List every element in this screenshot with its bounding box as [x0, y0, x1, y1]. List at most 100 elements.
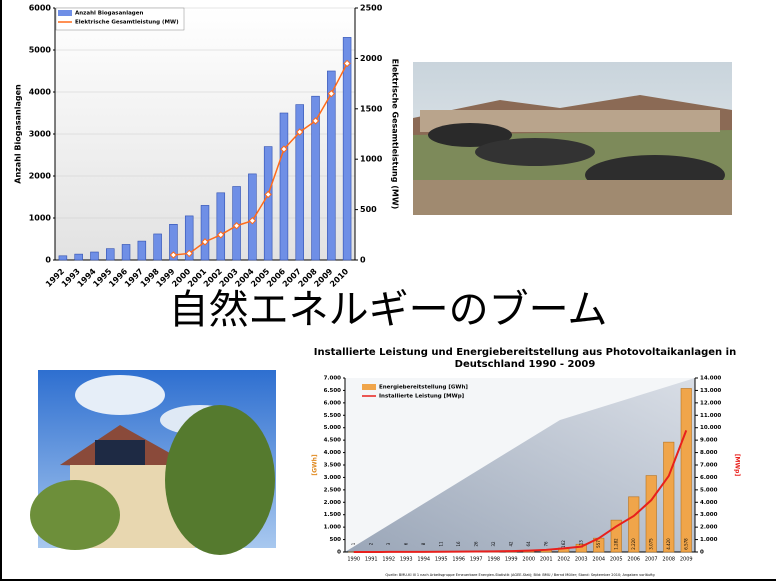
panel-image [345, 378, 695, 552]
y2-tick-label: 0 [360, 256, 366, 265]
y2-tick-label: 10.000 [700, 425, 721, 431]
x-tick-label: 2004 [592, 557, 605, 563]
y2-tick-label: 14.000 [700, 376, 721, 382]
legend-swatch [58, 10, 72, 16]
y2-tick-label: 7.000 [700, 463, 718, 469]
line-marker [296, 128, 304, 136]
x-tick-label: 2005 [610, 557, 623, 563]
bar [645, 475, 657, 553]
x-tick-label: 1999 [505, 557, 518, 563]
x-tick-label: 1996 [452, 557, 465, 563]
line-marker [311, 117, 320, 125]
y-tick-label: 2000 [29, 172, 52, 181]
bar [216, 192, 226, 261]
bar-value-label: 11 [438, 541, 443, 547]
x-tick-label: 1998 [487, 557, 500, 563]
line-marker [343, 59, 351, 68]
bar [628, 496, 640, 553]
bar [200, 205, 210, 261]
y2-tick-label: 500 [360, 205, 377, 214]
bar-value-label: 3.075 [648, 538, 653, 550]
y2-tick-label: 1.000 [700, 537, 718, 543]
x-tick-label: 2008 [662, 557, 675, 563]
line-marker [280, 145, 288, 153]
y-tick-label: 4.000 [324, 450, 342, 456]
y-tick-label: 0 [45, 256, 51, 265]
x-tick-label: 2009 [680, 557, 693, 563]
bar-value-label: 6 [403, 542, 408, 545]
bar-value-label: 557 [596, 540, 601, 548]
legend-label: Anzahl Biogasanlagen [75, 11, 143, 17]
line-marker [185, 249, 193, 258]
bar [610, 519, 622, 553]
y-tick-label: 6.500 [324, 388, 342, 394]
bar [295, 104, 304, 261]
y-tick-label: 3.000 [324, 475, 342, 481]
legend-label: Elektrische Gesamtleistung (MW) [75, 20, 179, 26]
bar [137, 240, 147, 261]
y2-tick-label: 2.000 [700, 525, 718, 531]
bar [90, 251, 99, 261]
chart-title-line: Installierte Leistung und Energiebereits… [314, 347, 736, 358]
x-tick-label: 2002 [557, 557, 570, 563]
legend-label: Installierte Leistung [MWp] [379, 394, 465, 400]
bar [184, 215, 194, 261]
y-tick-label: 5.500 [324, 413, 342, 419]
y-tick-label: 1.000 [324, 525, 342, 531]
x-tick-label: 1997 [470, 557, 483, 563]
slide-title: 自然エネルギーのブーム [169, 287, 608, 333]
bar [263, 146, 273, 261]
bar-value-label: 313 [578, 540, 583, 548]
x-tick-label: 2000 [522, 557, 535, 563]
bar [169, 224, 178, 261]
line-marker [232, 222, 241, 230]
y-tick-label: 0 [337, 550, 341, 556]
y-axis-title: Anzahl Biogasanlagen [14, 84, 23, 184]
x-tick-label: 1990 [347, 557, 360, 563]
house-photo [30, 370, 276, 555]
y2-tick-label: 3.000 [700, 512, 718, 518]
y-tick-label: 4000 [29, 88, 52, 97]
line-marker [248, 216, 257, 225]
bar [327, 70, 336, 261]
line [353, 430, 688, 553]
x-tick-label: 1995 [435, 557, 448, 563]
bar [121, 244, 131, 261]
bar [153, 233, 162, 261]
x-tick-label: 1993 [400, 557, 413, 563]
y2-tick-label: 1500 [360, 104, 383, 113]
line-marker [264, 190, 272, 199]
bar [342, 37, 352, 261]
source-note: Quelle: BMU-KI III 1 nach Arbeitsgruppe … [385, 573, 654, 577]
y-tick-label: 2.500 [324, 487, 342, 493]
x-tick-label: 1991 [365, 557, 378, 563]
y-tick-label: 3000 [29, 130, 52, 139]
y2-tick-label: 8.000 [700, 450, 718, 456]
bar-value-label: 76 [543, 541, 548, 547]
chart-title-line: Deutschland 1990 - 2009 [455, 359, 596, 370]
bar-value-label: 4.420 [666, 538, 671, 550]
bar-value-label: 64 [526, 541, 531, 547]
bar [58, 255, 68, 261]
y2-tick-label: 1000 [360, 155, 383, 164]
bar [106, 248, 115, 261]
y-axis-title: [GWh] [312, 454, 319, 476]
y-tick-label: 4.500 [324, 438, 342, 444]
y2-axis-title: Elektrische Gesamtleistung (MW) [391, 59, 400, 210]
y2-axis-title: [MWp] [734, 454, 741, 477]
bar [74, 253, 83, 261]
y-tick-label: 500 [330, 537, 342, 543]
bar [248, 173, 257, 261]
line-marker [201, 238, 209, 246]
x-tick-label: 2001 [540, 557, 553, 563]
bar-value-label: 1 [351, 542, 356, 545]
line-marker [169, 251, 178, 259]
y2-tick-label: 11.000 [700, 413, 721, 419]
bar-value-label: 162 [561, 540, 566, 548]
bar-value-label: 1.282 [613, 538, 618, 550]
line-marker [327, 89, 336, 98]
x-tick-label: 2007 [645, 557, 658, 563]
x-tick-label: 2010 [328, 267, 350, 289]
y2-tick-label: 2500 [360, 4, 383, 13]
